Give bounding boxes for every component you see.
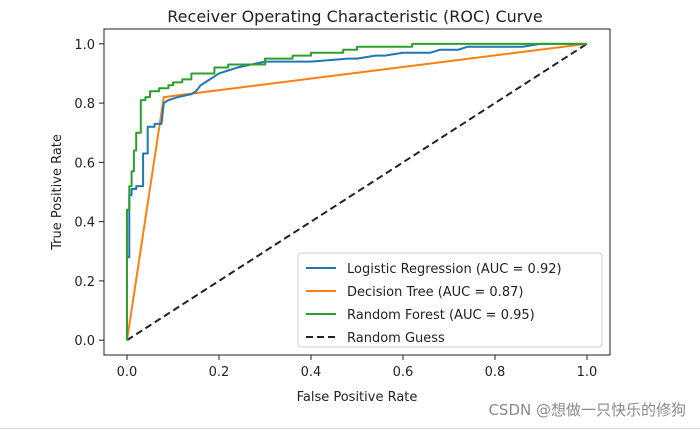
y-tick-label: 0.6: [74, 156, 95, 171]
bottom-rule: [0, 428, 700, 429]
legend-entry: Random Forest (AUC = 0.95): [347, 308, 535, 323]
x-tick-label: 0.2: [209, 365, 230, 380]
watermark: CSDN @想做一只快乐的修狗: [488, 401, 686, 419]
y-axis-label: True Positive Rate: [50, 134, 65, 251]
y-tick-label: 0.0: [74, 334, 95, 349]
x-tick-label: 1.0: [577, 365, 598, 380]
x-tick-label: 0.0: [117, 365, 138, 380]
y-tick-label: 1.0: [74, 38, 95, 53]
series-line-random-guess: [126, 42, 588, 342]
series-layer: [126, 42, 588, 342]
series-line-decision-tree: [126, 42, 588, 341]
y-tick-label: 0.8: [74, 97, 95, 112]
plot-frame: [103, 28, 611, 356]
x-tick-label: 0.6: [393, 365, 414, 380]
legend-entry: Random Guess: [347, 331, 445, 346]
x-axis-label: False Positive Rate: [297, 390, 418, 405]
y-tick-label: 0.2: [74, 275, 95, 290]
legend-entry: Decision Tree (AUC = 0.87): [347, 285, 523, 300]
legend-entry: Logistic Regression (AUC = 0.92): [347, 262, 562, 277]
y-axis: 0.0 0.2 0.4 0.6 0.8 1.0: [74, 38, 104, 349]
y-tick-label: 0.4: [74, 216, 95, 231]
chart-title: Receiver Operating Characteristic (ROC) …: [167, 7, 542, 26]
legend-box: [297, 252, 603, 348]
series-line-random-forest: [126, 42, 587, 341]
x-tick-label: 0.4: [301, 365, 322, 380]
series-line-logistic-regression: [126, 42, 587, 341]
x-tick-label: 0.8: [485, 365, 506, 380]
legend: Logistic Regression (AUC = 0.92) Decision…: [297, 252, 603, 348]
x-axis: 0.0 0.2 0.4 0.6 0.8 1.0: [117, 355, 598, 380]
